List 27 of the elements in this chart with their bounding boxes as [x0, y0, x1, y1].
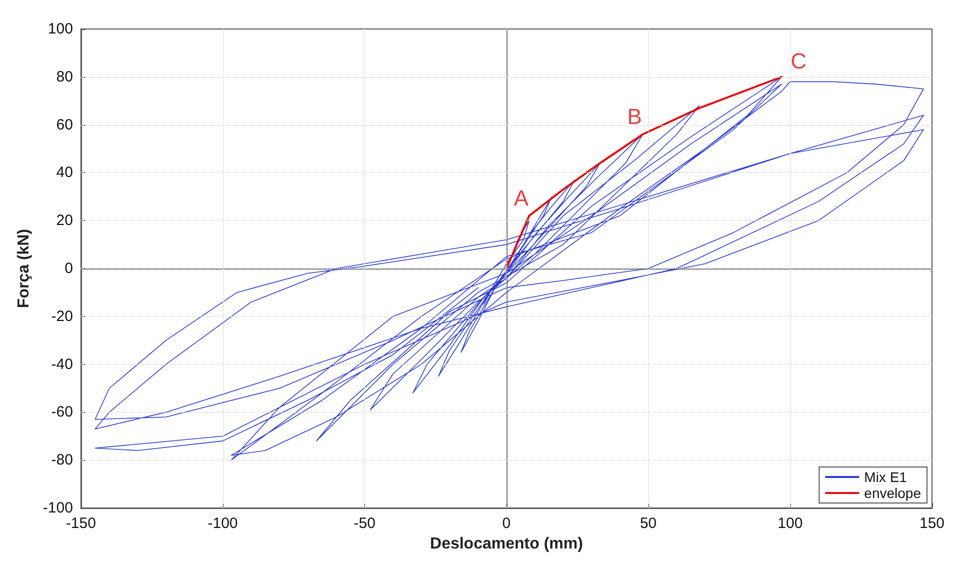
y-tick-label: -60 — [51, 404, 73, 421]
y-tick-label: 20 — [56, 212, 73, 230]
annotation: C — [790, 48, 807, 74]
y-tick-label: 40 — [56, 164, 73, 182]
x-tick-label: 100 — [778, 515, 803, 532]
x-tick-label: -150 — [66, 515, 96, 532]
x-axis-title: Deslocamento (mm) — [430, 536, 583, 552]
annotation: A — [514, 185, 529, 210]
y-tick-label: -100 — [42, 500, 73, 516]
x-tick-label: 150 — [919, 515, 945, 532]
y-tick-label: -40 — [51, 356, 73, 373]
annotation: B — [627, 104, 642, 129]
y-tick-label: -20 — [51, 308, 73, 325]
x-tick-label: -50 — [354, 515, 376, 532]
line-series — [505, 76, 783, 270]
legend-label: envelope — [864, 485, 922, 501]
y-tick-label: 60 — [56, 116, 73, 134]
x-tick-label: -100 — [208, 515, 238, 532]
y-tick-label: 80 — [56, 68, 73, 86]
y-tick-label: -80 — [51, 452, 73, 469]
line-series — [94, 76, 924, 460]
legend-label: Mix E1 — [864, 469, 908, 485]
y-tick-label: 100 — [48, 20, 73, 38]
x-tick-label: 50 — [640, 515, 657, 532]
y-tick-label: 0 — [64, 260, 73, 277]
x-tick-label: 0 — [502, 515, 511, 532]
y-axis-title: Força (kN) — [16, 228, 32, 308]
